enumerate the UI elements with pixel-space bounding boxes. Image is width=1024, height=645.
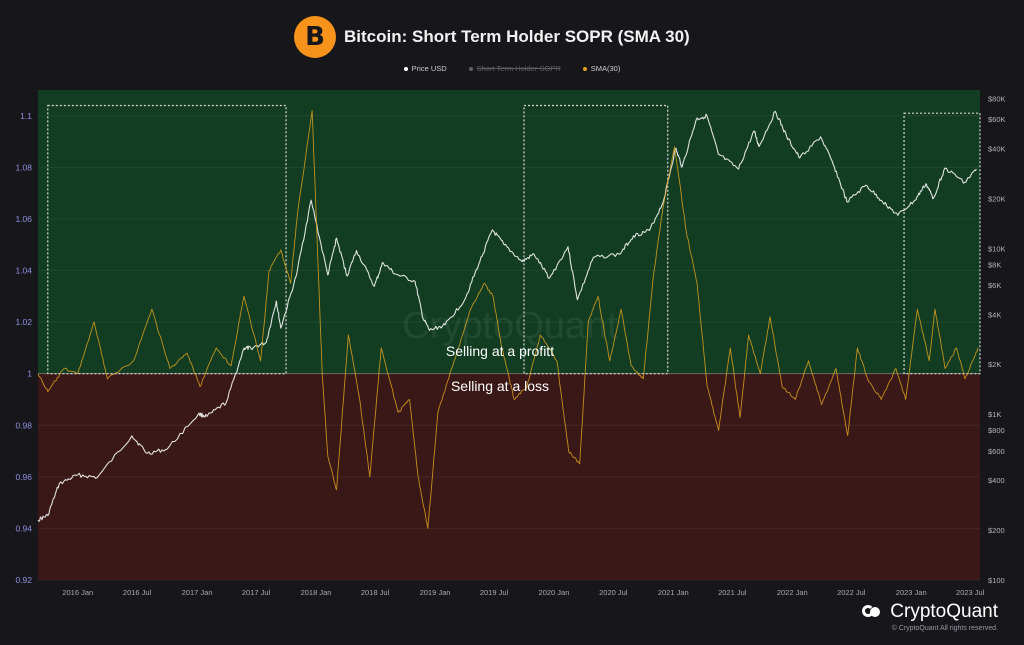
x-tick-label: 2016 Jan bbox=[62, 588, 93, 597]
x-tick-label: 2017 Jul bbox=[242, 588, 271, 597]
y-tick-label-left: 1.08 bbox=[15, 162, 32, 172]
x-tick-label: 2022 Jul bbox=[837, 588, 866, 597]
copyright-text: © CryptoQuant All rights reserved. bbox=[891, 625, 998, 632]
legend-item-price[interactable]: Price USD bbox=[403, 64, 447, 73]
y-tick-label-right: $6K bbox=[988, 281, 1001, 290]
cryptoquant-logo-icon bbox=[862, 603, 884, 621]
highlight-box bbox=[903, 112, 981, 375]
x-tick-label: 2021 Jul bbox=[718, 588, 747, 597]
x-tick-label: 2021 Jan bbox=[658, 588, 689, 597]
bitcoin-logo-icon: B bbox=[294, 16, 336, 58]
y-tick-label-right: $800 bbox=[988, 426, 1005, 435]
legend-item-sma[interactable]: SMA(30) bbox=[582, 64, 620, 73]
x-tick-label: 2017 Jan bbox=[182, 588, 213, 597]
highlight-box bbox=[47, 104, 287, 375]
brand-logo: CryptoQuant bbox=[862, 601, 998, 623]
y-tick-label-right: $40K bbox=[988, 144, 1006, 153]
y-tick-label-left: 0.92 bbox=[15, 575, 32, 585]
y-tick-label-right: $600 bbox=[988, 447, 1005, 456]
watermark: CryptoQuant bbox=[402, 305, 618, 347]
series-line-sma bbox=[37, 110, 979, 529]
y-tick-label-right: $20K bbox=[988, 194, 1006, 203]
legend-dot-icon bbox=[582, 66, 587, 71]
y-tick-label-left: 1 bbox=[27, 369, 32, 379]
x-tick-label: 2018 Jul bbox=[361, 588, 390, 597]
y-tick-label-right: $8K bbox=[988, 260, 1001, 269]
y-tick-label-left: 0.94 bbox=[15, 523, 32, 533]
y-tick-label-left: 0.96 bbox=[15, 472, 32, 482]
x-tick-label: 2019 Jul bbox=[480, 588, 509, 597]
y-tick-label-right: $2K bbox=[988, 360, 1001, 369]
y-tick-label-left: 1.1 bbox=[20, 111, 32, 121]
loss-zone bbox=[38, 373, 980, 580]
highlight-box bbox=[523, 104, 669, 375]
brand-name: CryptoQuant bbox=[890, 601, 998, 622]
series-line-price bbox=[37, 110, 977, 522]
y-tick-label-right: $4K bbox=[988, 310, 1001, 319]
x-tick-label: 2019 Jan bbox=[420, 588, 451, 597]
legend-item-sopr[interactable]: Short Term Holder SOPR bbox=[468, 64, 561, 73]
y-tick-label-left: 1.02 bbox=[15, 317, 32, 327]
y-tick-label-right: $100 bbox=[988, 576, 1005, 585]
legend: Price USD Short Term Holder SOPR SMA(30) bbox=[0, 64, 1024, 73]
chart-title: Bitcoin: Short Term Holder SOPR (SMA 30) bbox=[344, 27, 690, 46]
x-tick-label: 2016 Jul bbox=[123, 588, 152, 597]
y-tick-label-right: $10K bbox=[988, 244, 1006, 253]
annotation-loss: Selling at a loss bbox=[451, 378, 549, 394]
legend-dot-icon bbox=[403, 66, 408, 71]
y-tick-label-left: 1.06 bbox=[15, 214, 32, 224]
y-tick-label-left: 1.04 bbox=[15, 266, 32, 276]
profit-zone bbox=[38, 90, 980, 374]
y-tick-label-right: $80K bbox=[988, 94, 1006, 103]
y-tick-label-right: $200 bbox=[988, 526, 1005, 535]
chart-header: B Bitcoin: Short Term Holder SOPR (SMA 3… bbox=[294, 16, 690, 58]
x-tick-label: 2023 Jul bbox=[956, 588, 985, 597]
x-tick-label: 2022 Jan bbox=[777, 588, 808, 597]
x-tick-label: 2018 Jan bbox=[301, 588, 332, 597]
y-tick-label-right: $60K bbox=[988, 115, 1006, 124]
y-tick-label-right: $400 bbox=[988, 476, 1005, 485]
annotation-profit: Selling at a profitt bbox=[446, 343, 554, 359]
x-tick-label: 2020 Jul bbox=[599, 588, 628, 597]
y-tick-label-left: 0.98 bbox=[15, 420, 32, 430]
x-tick-label: 2020 Jan bbox=[539, 588, 570, 597]
x-tick-label: 2023 Jan bbox=[896, 588, 927, 597]
legend-dot-icon bbox=[468, 66, 473, 71]
y-tick-label-right: $1K bbox=[988, 410, 1001, 419]
